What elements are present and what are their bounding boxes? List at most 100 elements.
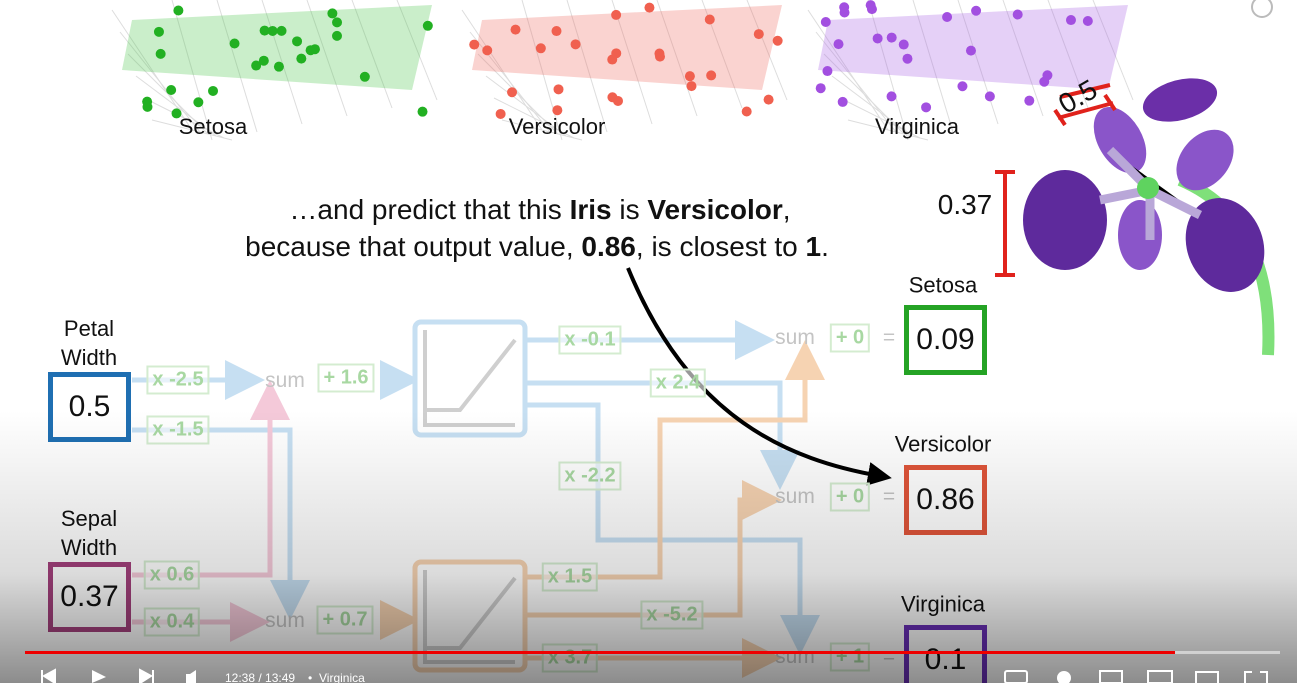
info-icon[interactable] xyxy=(1251,0,1273,18)
plot-grid xyxy=(847,119,929,141)
scatter-plots xyxy=(111,0,1134,141)
plot-dot xyxy=(654,51,665,62)
plot-dot xyxy=(957,81,968,92)
equals-sign: = xyxy=(882,645,896,668)
output-box: 0.86 xyxy=(904,465,987,535)
caption-segment: , is closest to xyxy=(635,231,806,262)
weight: x -0.1 xyxy=(558,325,622,355)
pointer-arrow xyxy=(626,267,892,486)
plot-grid xyxy=(656,0,698,117)
caption-segment: because that output value, xyxy=(245,231,582,262)
plot-dot xyxy=(258,55,269,66)
plot-dot xyxy=(1082,16,1093,27)
output-sum: sum xyxy=(775,485,815,508)
plot-dot xyxy=(886,91,897,102)
plot-grid xyxy=(807,9,889,131)
caption-line: because that output value, 0.86, is clos… xyxy=(245,231,829,263)
weight: x -2.5 xyxy=(146,365,210,395)
plot-dot xyxy=(267,25,278,36)
plot-dot xyxy=(251,60,262,71)
plot-grid xyxy=(351,0,393,109)
plot-dot xyxy=(417,106,428,117)
control-icons[interactable] xyxy=(41,668,1268,683)
plot-label: Virginica xyxy=(875,114,959,139)
output-label: Setosa xyxy=(908,272,978,298)
plot-dot xyxy=(155,48,166,59)
plot-dot xyxy=(704,14,715,25)
activation-functions xyxy=(412,319,528,673)
weight: x 1.5 xyxy=(541,562,599,592)
plot-dot xyxy=(482,45,493,56)
flower xyxy=(995,78,1275,356)
plot-grid xyxy=(143,97,225,139)
plot-dot xyxy=(171,108,182,119)
plot-dot xyxy=(327,8,338,19)
plot-dot xyxy=(296,53,307,64)
plot-dot xyxy=(613,95,624,106)
plot-grid xyxy=(216,0,258,133)
plot-dot xyxy=(510,24,521,35)
plot-dot xyxy=(469,39,480,50)
output-label: Versicolor xyxy=(894,431,992,457)
plot-dot xyxy=(276,25,287,36)
plot-dot xyxy=(166,85,177,96)
plot-dot xyxy=(833,39,844,50)
plot-dot xyxy=(611,48,622,59)
output-sum: sum xyxy=(775,645,815,668)
plot-grid xyxy=(912,0,954,133)
plot-dot xyxy=(173,5,184,16)
plot-dot xyxy=(611,9,622,20)
weight: x -1.5 xyxy=(146,415,210,445)
plot-grid xyxy=(867,0,909,141)
plot-dot xyxy=(142,101,153,112)
hidden-sum: sum xyxy=(265,609,305,632)
plot-dot xyxy=(507,87,518,98)
plot-plane xyxy=(472,5,782,90)
output-box: 0.09 xyxy=(904,305,987,375)
plot-dot xyxy=(273,61,284,72)
progress-played[interactable] xyxy=(25,651,1175,654)
output-bias: + 0 xyxy=(829,482,871,512)
plot-dot xyxy=(837,96,848,107)
plot-dot xyxy=(153,26,164,37)
chapter-title[interactable]: Virginica xyxy=(319,671,365,683)
progress-remaining[interactable] xyxy=(1175,651,1280,654)
sepal-measure-label: 0.37 xyxy=(937,189,993,220)
plot-dot xyxy=(208,85,219,96)
output-bias: + 0 xyxy=(829,323,871,353)
plot-grid xyxy=(485,75,567,137)
plot-dot xyxy=(902,53,913,64)
plot-dot xyxy=(686,81,697,92)
caption-segment: Versicolor xyxy=(647,194,783,225)
plot-label: Setosa xyxy=(178,114,248,139)
plot-dot xyxy=(872,33,883,44)
plot-dot xyxy=(921,102,932,113)
plot-dot xyxy=(1012,9,1023,20)
plot-dot xyxy=(359,71,370,82)
plot-dot xyxy=(822,66,833,77)
hidden-sum: sum xyxy=(265,369,305,392)
caption-segment: Iris xyxy=(569,194,612,225)
weight: x -5.2 xyxy=(640,600,704,630)
plot-dot xyxy=(1042,70,1053,81)
plot-dot xyxy=(644,2,655,13)
plot-grid xyxy=(521,0,563,141)
plot-grid xyxy=(566,0,608,133)
plot-grid xyxy=(831,75,913,137)
plot-dot xyxy=(898,39,909,50)
weight: x 2.4 xyxy=(649,368,707,398)
plot-grid xyxy=(477,53,559,135)
plot-dot xyxy=(965,45,976,56)
plot-dot xyxy=(763,94,774,105)
plot-dot xyxy=(1024,95,1035,106)
weight: x -2.2 xyxy=(558,461,622,491)
caption-line: …and predict that this Iris is Versicolo… xyxy=(289,194,790,226)
plot-dot xyxy=(772,35,783,46)
plot-grid xyxy=(839,97,921,139)
output-label: Virginica xyxy=(901,591,985,617)
hidden-bias: + 1.6 xyxy=(317,363,375,393)
plot-dot xyxy=(422,20,433,31)
plot-grid xyxy=(261,0,303,125)
